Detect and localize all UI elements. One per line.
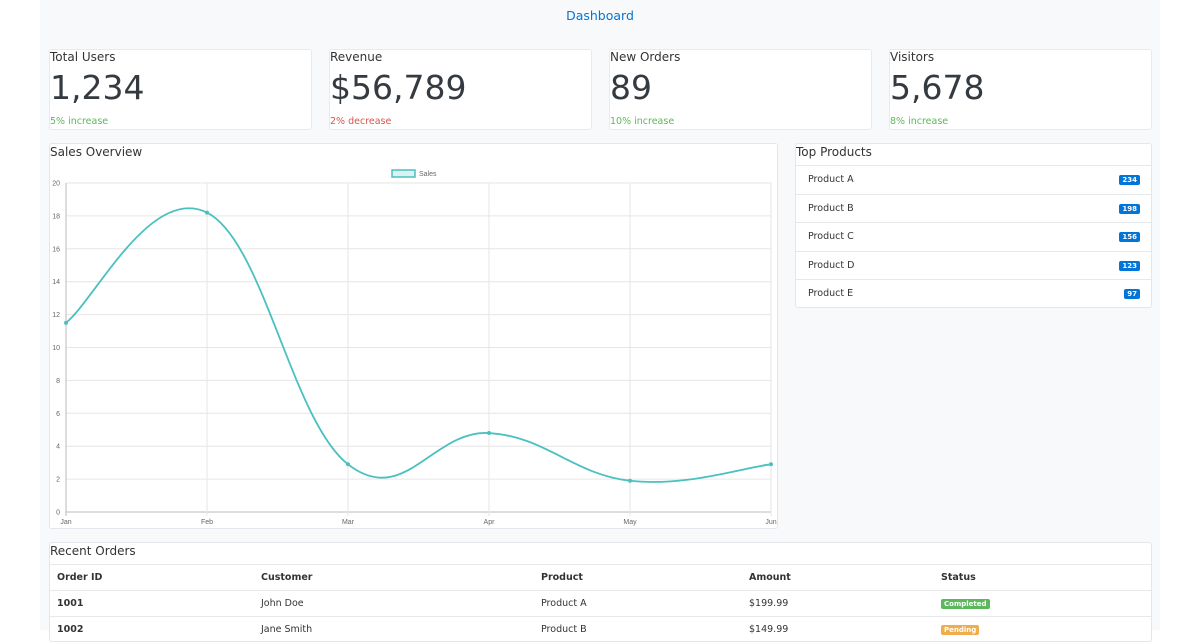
x-tick-label: Mar: [342, 519, 355, 526]
stat-value: 1,234: [50, 68, 144, 107]
x-tick-label: Feb: [201, 519, 213, 526]
point: [769, 462, 773, 466]
stat-card: New Orders 89 10% increase: [609, 49, 872, 130]
stat-value: $56,789: [330, 68, 466, 107]
stat-value: 5,678: [890, 68, 984, 107]
status-badge: Completed: [941, 599, 990, 609]
y-tick-label: 14: [52, 279, 60, 286]
stat-title: Visitors: [890, 50, 934, 64]
column-header: Amount: [742, 565, 934, 591]
orders-title: Recent Orders: [50, 544, 136, 558]
order-cell: Jane Smith: [254, 617, 534, 642]
stat-value: 89: [610, 68, 652, 107]
order-cell: $149.99: [742, 617, 934, 642]
y-tick-label: 16: [52, 246, 60, 253]
stat-change: 10% increase: [610, 116, 674, 127]
order-cell: $199.99: [742, 591, 934, 617]
stat-title: New Orders: [610, 50, 680, 64]
point: [64, 321, 68, 325]
column-header: Customer: [254, 565, 534, 591]
product-name: Product D: [808, 260, 854, 271]
chart: 0 2 4 6 8 10 12 14 16 18 20 Jan Feb Mar Apr May Jun Sales: [50, 144, 778, 529]
x-tick-label: Jan: [60, 519, 71, 526]
product-row: Product E 97: [796, 279, 1152, 307]
product-badge: 97: [1124, 289, 1140, 299]
y-tick-label: 6: [56, 411, 60, 418]
y-tick-label: 18: [52, 213, 60, 220]
product-badge: 123: [1119, 261, 1140, 271]
point: [487, 431, 491, 435]
product-name: Product A: [808, 174, 854, 185]
y-tick-label: 8: [56, 378, 60, 385]
column-header: Product: [534, 565, 742, 591]
product-row: Product A 234: [796, 165, 1152, 193]
x-tick-label: May: [623, 519, 637, 526]
stat-card: Revenue $56,789 2% decrease: [329, 49, 592, 130]
order-cell: John Doe: [254, 591, 534, 617]
legend-label: Sales: [419, 171, 437, 178]
point: [628, 479, 632, 483]
stat-change: 8% increase: [890, 116, 948, 127]
order-cell: Product A: [534, 591, 742, 617]
order-cell: Product B: [534, 617, 742, 642]
order-cell: 1002: [50, 617, 254, 642]
order-cell: Pending: [934, 617, 1152, 642]
stat-change: 5% increase: [50, 116, 108, 127]
point: [205, 211, 209, 215]
stat-change: 2% decrease: [330, 116, 391, 127]
product-badge: 234: [1119, 175, 1140, 185]
product-row: Product B 198: [796, 194, 1152, 222]
status-badge: Pending: [941, 625, 979, 635]
order-cell: Completed: [934, 591, 1152, 617]
column-header: Order ID: [50, 565, 254, 591]
stat-title: Total Users: [50, 50, 115, 64]
product-name: Product B: [808, 203, 854, 214]
column-header: Status: [934, 565, 1152, 591]
product-name: Product E: [808, 288, 853, 299]
product-name: Product C: [808, 231, 854, 242]
product-row: Product C 156: [796, 222, 1152, 250]
header-title[interactable]: Dashboard: [40, 8, 1160, 23]
order-cell: 1001: [50, 591, 254, 617]
stat-card: Visitors 5,678 8% increase: [889, 49, 1152, 130]
products-title: Top Products: [796, 145, 872, 159]
stat-title: Revenue: [330, 50, 382, 64]
y-tick-label: 0: [56, 510, 60, 517]
point: [346, 462, 350, 466]
y-tick-label: 10: [52, 345, 60, 352]
x-tick-label: Jun: [765, 519, 776, 526]
stat-card: Total Users 1,234 5% increase: [49, 49, 312, 130]
legend-swatch: [392, 170, 415, 177]
y-tick-label: 2: [56, 477, 60, 484]
x-tick-label: Apr: [484, 519, 496, 526]
y-tick-label: 20: [52, 181, 60, 188]
y-tick-label: 4: [56, 444, 60, 451]
product-badge: 198: [1119, 204, 1140, 214]
y-tick-label: 12: [52, 312, 60, 319]
product-row: Product D 123: [796, 251, 1152, 279]
dashboard: Dashboard Total Users 1,234 5% increase Rev…: [40, 0, 1160, 630]
product-badge: 156: [1119, 232, 1140, 242]
